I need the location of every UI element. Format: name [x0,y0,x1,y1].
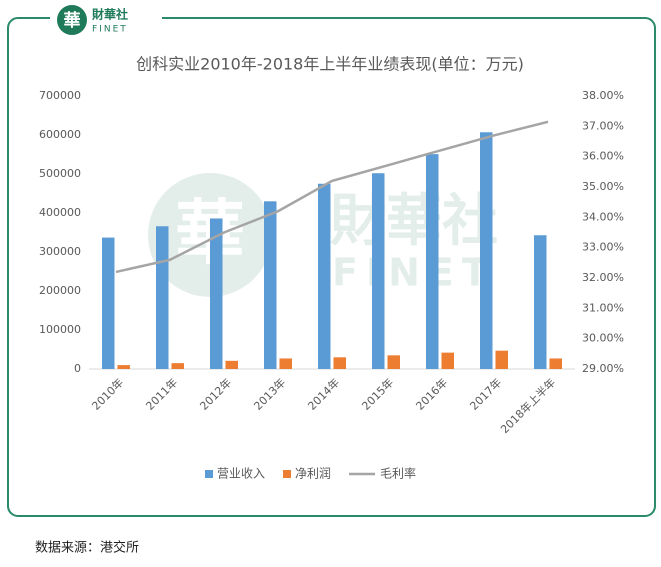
x-tick-label: 2014年 [305,375,342,412]
logo-icon [57,5,87,35]
bar [387,355,400,369]
watermark-latin: FINET [332,251,496,295]
bar [333,357,346,369]
bar [441,352,454,369]
line [115,120,549,274]
source-note: 数据来源：港交所 [35,540,139,556]
y2-tick-label: 35.00% [582,180,624,193]
y2-tick-label: 30.00% [582,332,624,345]
bar [156,226,169,369]
x-tick-label: 2013年 [251,375,288,412]
bar [495,350,508,369]
y-tick-label: 100000 [39,323,81,336]
y-tick-label: 200000 [39,284,81,297]
x-tick-label: 2012年 [197,375,234,412]
bar [264,201,277,369]
y2-tick-label: 38.00% [582,89,624,102]
x-tick-label: 2016年 [413,375,450,412]
bar [372,173,385,369]
bar [534,235,547,369]
y-tick-label: 600000 [39,128,81,141]
x-tick-label: 2011年 [143,375,180,412]
legend-swatch [205,470,213,478]
y-tick-label: 400000 [39,206,81,219]
bar [279,358,292,369]
bar [210,218,223,369]
legend-label: 净利润 [295,467,331,481]
y2-tick-label: 31.00% [582,301,624,314]
legend-swatch [283,470,292,478]
watermark-name: 財華社 [330,189,498,254]
logo-char: 華 [64,11,81,31]
bar [171,363,184,369]
bar [426,154,439,369]
y-tick-label: 500000 [39,167,81,180]
y2-tick-label: 33.00% [582,241,624,254]
bar [549,358,562,369]
bar [102,237,115,369]
y2-tick-label: 36.00% [582,150,624,163]
y-tick-label: 700000 [39,89,81,102]
logo-latin: FINET [92,25,128,35]
bar [225,360,238,369]
bar [117,365,130,369]
y2-tick-label: 29.00% [582,362,624,375]
x-tick-label: 2015年 [359,375,396,412]
x-tick-label: 2010年 [89,375,126,412]
x-tick-label: 2018年上半年 [497,375,558,436]
legend-label: 毛利率 [380,466,416,481]
bar [318,183,331,369]
chart-title: 创科实业2010年-2018年上半年业绩表现(单位：万元) [136,55,524,74]
y2-tick-label: 32.00% [582,271,624,284]
logo-name: 財華社 [91,7,128,22]
legend-label: 营业收入 [217,467,265,481]
y-tick-label: 300000 [39,245,81,258]
frame [7,17,656,517]
y2-tick-label: 37.00% [582,119,624,132]
x-tick-label: 2017年 [467,375,504,412]
bar [480,132,493,369]
y-tick-label: 0 [74,362,81,375]
y2-tick-label: 34.00% [582,210,624,223]
